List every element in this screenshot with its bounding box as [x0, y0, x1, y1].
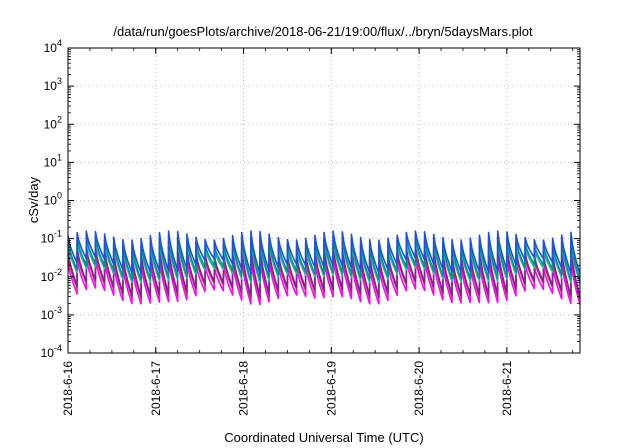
- grid: [68, 48, 580, 353]
- y-tick-label: 101: [44, 152, 62, 169]
- y-tick-label: 104: [44, 38, 62, 55]
- y-tick-label: 10-3: [41, 305, 62, 322]
- x-tick-label: 2018-6-20: [412, 361, 426, 416]
- x-tick-label: 2018-6-17: [149, 361, 163, 416]
- series-layer: [67, 230, 581, 306]
- ticks: [67, 47, 580, 354]
- y-tick-label: 10-2: [41, 267, 62, 284]
- y-tick-label: 10-4: [41, 343, 62, 360]
- x-axis-label: Coordinated Universal Time (UTC): [224, 430, 423, 445]
- x-tick-label: 2018-6-18: [237, 361, 251, 416]
- series-line: [67, 230, 581, 275]
- y-tick-label: 100: [44, 191, 62, 208]
- y-tick-label: 10-1: [41, 229, 62, 246]
- chart-title: /data/run/goesPlots/archive/2018-06-21/1…: [113, 24, 533, 39]
- x-tick-label: 2018-6-16: [61, 361, 75, 416]
- y-tick-label: 103: [44, 76, 62, 93]
- y-tick-label: 102: [44, 114, 62, 131]
- x-tick-label: 2018-6-19: [324, 361, 338, 416]
- y-tick-labels: 10-4 10-3 10-2 10-1 100 101 102 103 104: [41, 38, 62, 360]
- x-tick-labels: 2018-6-16 2018-6-17 2018-6-18 2018-6-19 2018…: [61, 361, 514, 416]
- x-tick-label: 2018-6-21: [500, 361, 514, 416]
- y-axis-label: cSv/day: [26, 176, 41, 223]
